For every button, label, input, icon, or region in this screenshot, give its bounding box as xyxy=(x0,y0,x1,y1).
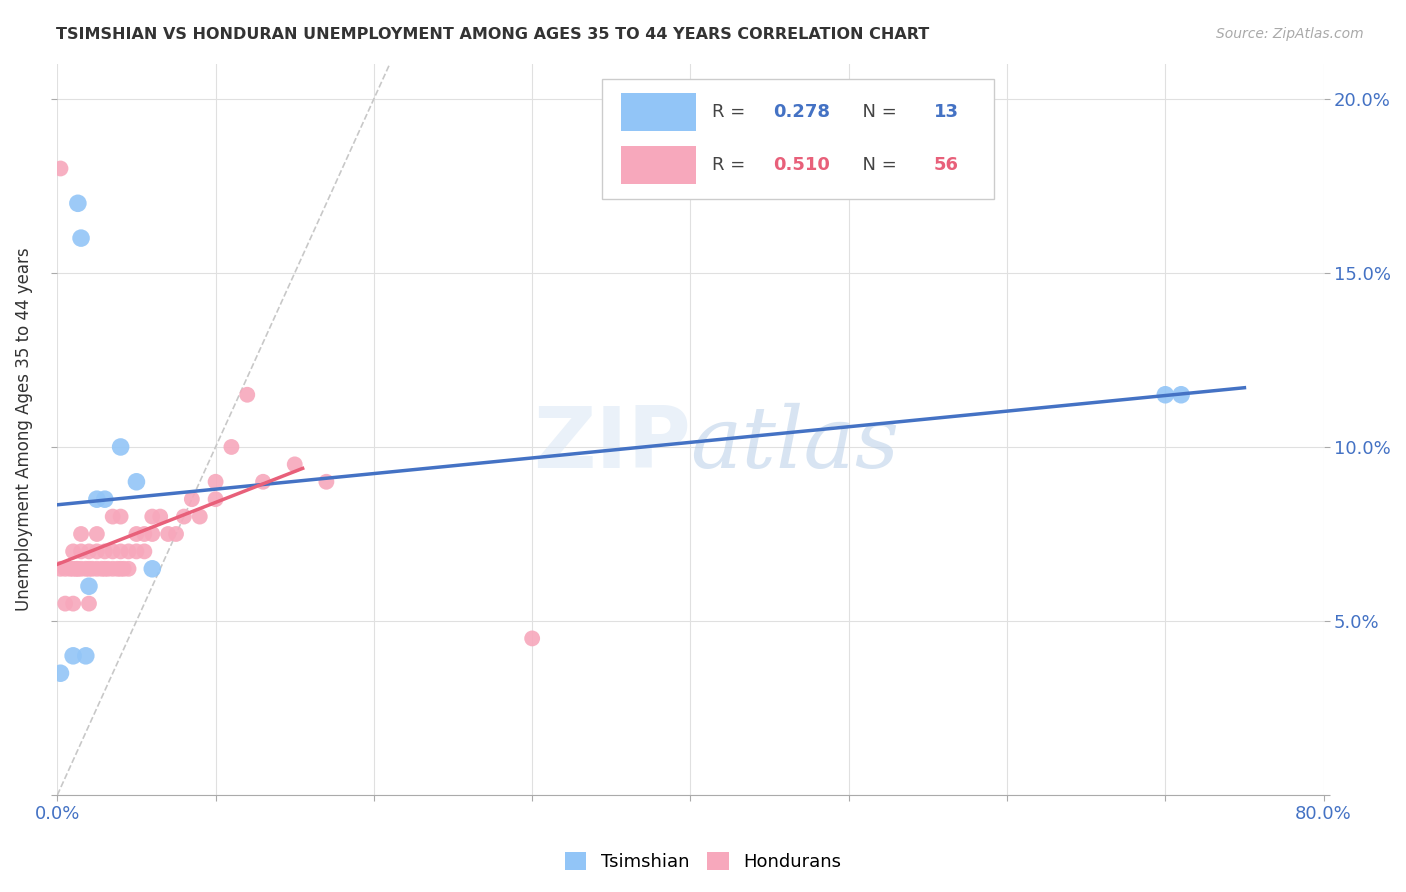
Tsimshian xyxy=(94,492,117,507)
Hondurans xyxy=(165,527,187,541)
Legend: Tsimshian, Hondurans: Tsimshian, Hondurans xyxy=(557,845,849,879)
Hondurans xyxy=(117,544,139,558)
Hondurans xyxy=(101,544,124,558)
FancyBboxPatch shape xyxy=(602,78,994,199)
Hondurans xyxy=(236,388,259,402)
Hondurans xyxy=(134,527,156,541)
Hondurans xyxy=(49,161,72,176)
Text: 56: 56 xyxy=(934,156,959,174)
Hondurans xyxy=(117,562,139,576)
Hondurans xyxy=(188,509,211,524)
Hondurans xyxy=(77,544,100,558)
Text: ZIP: ZIP xyxy=(533,402,690,485)
Tsimshian xyxy=(110,440,132,454)
Hondurans xyxy=(70,544,93,558)
Hondurans xyxy=(101,509,124,524)
Hondurans xyxy=(125,527,148,541)
Tsimshian xyxy=(125,475,148,489)
Hondurans xyxy=(70,562,93,576)
Hondurans xyxy=(134,544,156,558)
Hondurans xyxy=(77,562,100,576)
Hondurans xyxy=(82,562,104,576)
Hondurans xyxy=(90,562,112,576)
Hondurans xyxy=(53,597,76,611)
Hondurans xyxy=(62,597,84,611)
Hondurans xyxy=(221,440,243,454)
Hondurans xyxy=(157,527,180,541)
Hondurans xyxy=(173,509,195,524)
Hondurans xyxy=(110,562,132,576)
Tsimshian xyxy=(86,492,108,507)
Hondurans xyxy=(86,544,108,558)
Hondurans xyxy=(520,632,543,646)
Hondurans xyxy=(53,562,76,576)
Hondurans xyxy=(252,475,274,489)
Text: 0.510: 0.510 xyxy=(773,156,830,174)
Hondurans xyxy=(141,527,163,541)
Hondurans xyxy=(204,475,226,489)
Hondurans xyxy=(75,562,97,576)
Tsimshian xyxy=(1154,388,1177,402)
Hondurans xyxy=(110,544,132,558)
Text: R =: R = xyxy=(711,156,751,174)
Hondurans xyxy=(65,562,87,576)
Hondurans xyxy=(86,527,108,541)
Text: N =: N = xyxy=(851,103,903,121)
Tsimshian xyxy=(66,196,89,211)
Hondurans xyxy=(62,544,84,558)
Text: 0.278: 0.278 xyxy=(773,103,830,121)
Hondurans xyxy=(180,492,202,507)
Hondurans xyxy=(112,562,135,576)
Text: Source: ZipAtlas.com: Source: ZipAtlas.com xyxy=(1216,27,1364,41)
Hondurans xyxy=(86,562,108,576)
Hondurans xyxy=(149,509,172,524)
Hondurans xyxy=(97,562,120,576)
Text: atlas: atlas xyxy=(690,403,900,485)
Hondurans xyxy=(77,597,100,611)
Hondurans xyxy=(125,544,148,558)
FancyBboxPatch shape xyxy=(621,146,696,184)
Text: R =: R = xyxy=(711,103,751,121)
Hondurans xyxy=(59,562,82,576)
Hondurans xyxy=(204,492,226,507)
Hondurans xyxy=(94,562,117,576)
Tsimshian xyxy=(141,562,163,576)
Hondurans xyxy=(107,562,129,576)
Tsimshian xyxy=(1170,388,1192,402)
Y-axis label: Unemployment Among Ages 35 to 44 years: Unemployment Among Ages 35 to 44 years xyxy=(15,248,32,611)
Hondurans xyxy=(110,509,132,524)
Hondurans xyxy=(66,562,89,576)
Hondurans xyxy=(49,562,72,576)
Hondurans xyxy=(101,562,124,576)
Text: 13: 13 xyxy=(934,103,959,121)
FancyBboxPatch shape xyxy=(621,94,696,131)
Tsimshian xyxy=(70,231,93,245)
Hondurans xyxy=(284,458,307,472)
Hondurans xyxy=(70,527,93,541)
Hondurans xyxy=(141,509,163,524)
Tsimshian xyxy=(49,666,72,681)
Hondurans xyxy=(600,127,623,141)
Text: TSIMSHIAN VS HONDURAN UNEMPLOYMENT AMONG AGES 35 TO 44 YEARS CORRELATION CHART: TSIMSHIAN VS HONDURAN UNEMPLOYMENT AMONG… xyxy=(56,27,929,42)
Tsimshian xyxy=(77,579,100,593)
Text: N =: N = xyxy=(851,156,903,174)
Hondurans xyxy=(94,544,117,558)
Hondurans xyxy=(315,475,337,489)
Tsimshian xyxy=(75,648,97,663)
Hondurans xyxy=(62,562,84,576)
Tsimshian xyxy=(62,648,84,663)
